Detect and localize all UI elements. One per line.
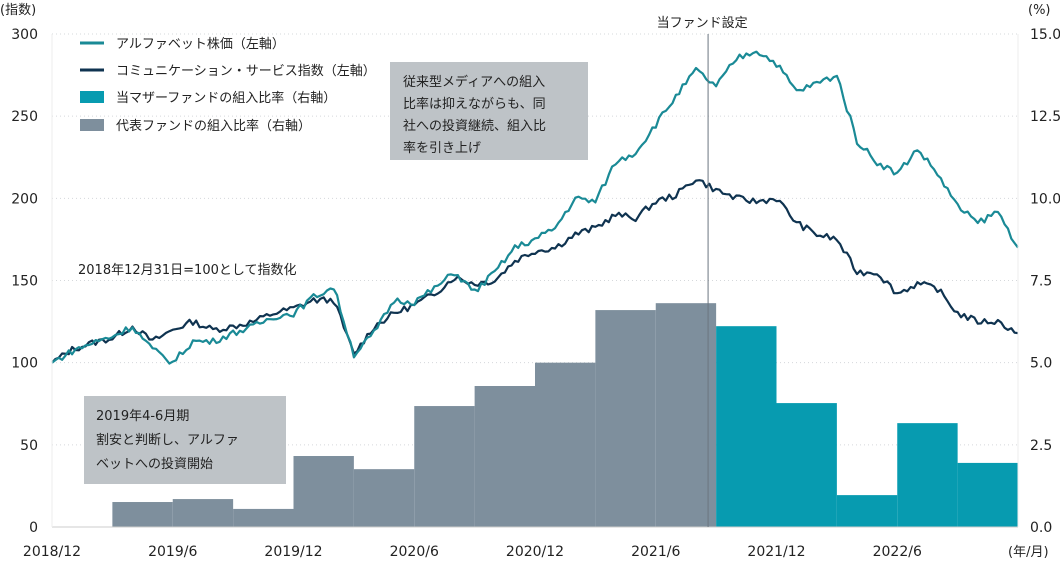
bar-rep-2020/Q2 — [353, 469, 415, 527]
left-tick-label: 50 — [20, 438, 38, 454]
right-tick-label: 12.5 — [1030, 109, 1060, 125]
x-tick-label: 2018/12 — [23, 544, 81, 560]
legend-label-comm: コミュニケーション・サービス指数（左軸） — [116, 64, 376, 79]
axes: 0 50 100 150 200 250 300 0.0 2.5 5.0 7.5 10.0 12.5 15… — [11, 27, 1060, 560]
annotation-line: 率を引き上げ — [403, 140, 481, 156]
right-tick-label: 5.0 — [1030, 356, 1052, 372]
bar-mother-2022/Q1 — [776, 403, 837, 527]
bar-mother-2022/Q4 — [957, 462, 1018, 527]
bar-rep-2019/Q3 — [172, 499, 234, 527]
series-line-alphabet — [51, 50, 1019, 365]
annotation-line: 社への投資継続、組入比 — [403, 118, 546, 134]
bar-rep-2020/Q4 — [474, 386, 535, 527]
left-axis-label: (指数) — [0, 3, 36, 18]
gridlines — [52, 33, 1018, 446]
annotation-line: ベットへの投資開始 — [96, 456, 213, 472]
bars — [112, 303, 1018, 527]
bar-rep-2020/Q1 — [293, 456, 354, 527]
right-tick-label: 0.0 — [1030, 520, 1052, 536]
x-tick-label: 2020/12 — [506, 544, 564, 560]
left-tick-label: 150 — [11, 274, 38, 290]
bar-rep-2019/Q4 — [233, 508, 294, 527]
right-tick-label: 7.5 — [1030, 274, 1052, 290]
annotation-line: 比率は抑えながらも、同 — [403, 96, 546, 112]
right-tick-label: 2.5 — [1030, 438, 1052, 454]
left-tick-label: 200 — [11, 191, 38, 207]
annotation-line: 従来型メディアへの組入 — [403, 74, 545, 90]
right-tick-label: 10.0 — [1030, 191, 1060, 207]
bar-rep-2021/Q3 — [655, 303, 717, 527]
annotation-box-media: 従来型メディアへの組入 比率は抑えながらも、同 社への投資継続、組入比 率を引き… — [390, 62, 588, 160]
bar-mother-2021/Q4 — [716, 326, 777, 527]
left-tick-label: 250 — [11, 109, 38, 125]
lines — [51, 50, 1019, 365]
x-unit-label: (年/月) — [1008, 545, 1049, 560]
left-tick-label: 0 — [29, 520, 38, 536]
legend-label-mother: 当マザーファンドの組入比率（右軸） — [116, 90, 336, 106]
right-tick-label: 15.0 — [1030, 27, 1060, 43]
left-tick-label: 100 — [11, 356, 38, 372]
legend: アルファベット株価（左軸） コミュニケーション・サービス指数（左軸） 当マザーフ… — [80, 37, 376, 134]
x-tick-label: 2019/12 — [264, 544, 322, 560]
bar-rep-2021/Q2 — [595, 310, 656, 527]
bar-mother-2022/Q2 — [836, 495, 898, 527]
bar-mother-2022/Q3 — [897, 423, 958, 527]
right-axis-label: (%) — [1028, 3, 1051, 18]
x-tick-label: 2022/6 — [873, 544, 922, 560]
annotation-box-2019: 2019年4-6月期 割安と判断し、アルファ ベットへの投資開始 — [84, 396, 286, 484]
x-tick-label: 2021/12 — [747, 544, 805, 560]
annotation-line: 割安と判断し、アルファ — [96, 432, 239, 448]
bar-rep-2019/Q2 — [112, 502, 173, 527]
annotation-line: 2019年4-6月期 — [96, 409, 189, 424]
left-tick-label: 300 — [11, 27, 38, 43]
legend-swatch-rep — [80, 119, 104, 131]
x-tick-label: 2019/6 — [148, 544, 197, 560]
bar-rep-2020/Q3 — [414, 406, 475, 527]
index-note: 2018年12月31日=100として指数化 — [78, 263, 296, 278]
fund-launch-label: 当ファンド設定 — [657, 15, 748, 31]
legend-label-rep: 代表ファンドの組入比率（右軸） — [116, 118, 311, 134]
series-line-comm-services — [51, 179, 1019, 364]
bar-rep-2021/Q1 — [535, 362, 596, 527]
x-tick-label: 2020/6 — [390, 544, 439, 560]
x-tick-label: 2021/6 — [631, 544, 680, 560]
legend-swatch-mother — [80, 91, 104, 103]
legend-label-alphabet: アルファベット株価（左軸） — [116, 37, 285, 52]
